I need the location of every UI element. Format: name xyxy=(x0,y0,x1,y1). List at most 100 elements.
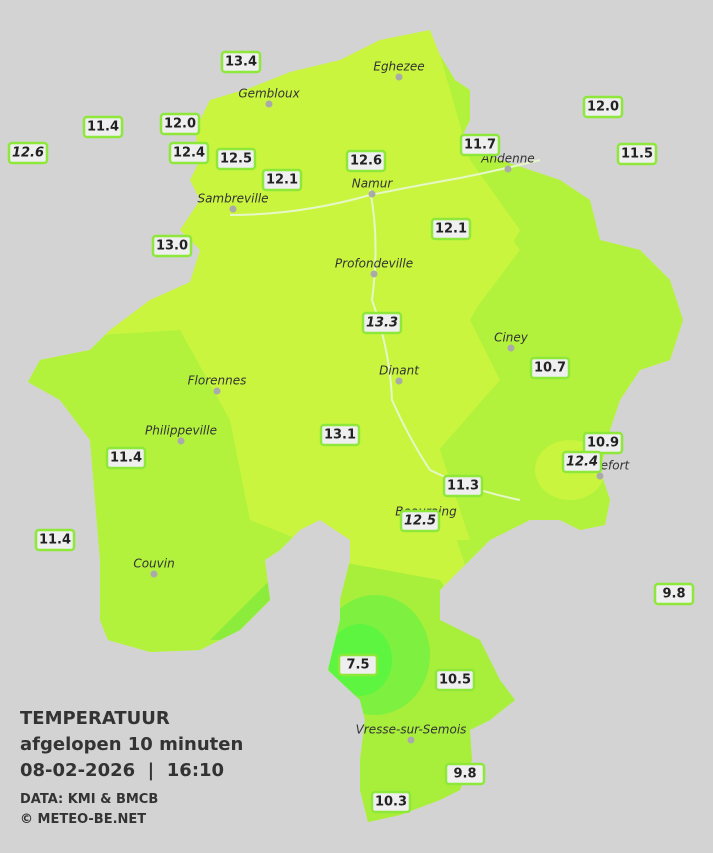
station-value: 9.8 xyxy=(453,767,476,782)
station-box xyxy=(82,115,124,139)
city-dot xyxy=(596,472,604,480)
legend-copyright: © METEO-BE.NET xyxy=(20,812,146,827)
station: 11.4 xyxy=(34,528,76,552)
station-box xyxy=(430,217,472,241)
station: 9.8 xyxy=(444,762,486,786)
station: 13.1 xyxy=(319,423,361,447)
station: 12.6 xyxy=(345,149,387,173)
station-value: 12.6 xyxy=(350,154,382,169)
station-value: 10.7 xyxy=(534,361,566,376)
legend-source: DATA: KMI & BMCB xyxy=(20,792,158,807)
city-dot xyxy=(395,377,403,385)
station-value: 10.3 xyxy=(375,795,407,810)
station-value: 11.3 xyxy=(447,479,479,494)
station-value: 12.4 xyxy=(566,455,598,470)
city-label: Couvin xyxy=(133,557,174,571)
station: 12.1 xyxy=(430,217,472,241)
station-box xyxy=(105,446,147,470)
station-box xyxy=(261,168,303,192)
station-box xyxy=(582,431,624,455)
station-value: 13.4 xyxy=(225,55,257,70)
city-label: Philippeville xyxy=(145,424,217,438)
station-value: 12.4 xyxy=(173,146,205,161)
city-dot xyxy=(370,270,378,278)
station-box xyxy=(582,95,624,119)
city-dot xyxy=(213,387,221,395)
station: 12.5 xyxy=(399,509,441,533)
station: 11.4 xyxy=(82,115,124,139)
station-box xyxy=(442,474,484,498)
station: 11.7 xyxy=(459,133,501,157)
city-dot xyxy=(265,100,273,108)
station: 13.4 xyxy=(220,50,262,74)
station-box xyxy=(529,356,571,380)
station-box xyxy=(561,450,603,474)
station-box xyxy=(345,149,387,173)
station: 12.4 xyxy=(168,141,210,165)
station-value: 12.1 xyxy=(435,222,467,237)
city-dot xyxy=(229,205,237,213)
city-label: Ciney xyxy=(494,331,529,345)
city-label: Namur xyxy=(352,177,394,191)
station: 12.1 xyxy=(261,168,303,192)
station-value: 9.8 xyxy=(662,587,685,602)
station: 13.0 xyxy=(151,234,193,258)
station-value: 11.4 xyxy=(39,533,71,548)
station: 10.9 xyxy=(582,431,624,455)
city-dot xyxy=(150,570,158,578)
station-box xyxy=(361,311,403,335)
station-box xyxy=(168,141,210,165)
station: 7.5 xyxy=(337,653,379,677)
city-dot xyxy=(368,190,376,198)
station-value: 11.4 xyxy=(110,451,142,466)
station: 10.3 xyxy=(370,790,412,814)
city-label: Profondeville xyxy=(335,257,413,271)
station: 10.5 xyxy=(434,668,476,692)
station-value: 12.6 xyxy=(12,146,44,161)
city-dot xyxy=(407,736,415,744)
station-box xyxy=(151,234,193,258)
station-value: 13.3 xyxy=(366,316,398,331)
legend-title: TEMPERATUUR xyxy=(20,708,170,729)
river xyxy=(229,159,541,216)
station-value: 13.1 xyxy=(324,428,356,443)
station: 12.5 xyxy=(215,147,257,171)
city-label: Dinant xyxy=(379,364,420,378)
station: 12.4 xyxy=(561,450,603,474)
station: 10.7 xyxy=(529,356,571,380)
station-value: 11.4 xyxy=(87,120,119,135)
station-box xyxy=(7,141,49,165)
city-dot xyxy=(177,437,185,445)
station: 11.4 xyxy=(105,446,147,470)
station: 11.3 xyxy=(442,474,484,498)
city-label: Sambreville xyxy=(197,192,268,206)
city-dot xyxy=(507,344,515,352)
station-value: 12.0 xyxy=(587,100,619,115)
city-label: Gembloux xyxy=(238,87,300,101)
station: 12.0 xyxy=(582,95,624,119)
station: 9.8 xyxy=(653,582,695,606)
station-value: 10.9 xyxy=(587,436,619,451)
station-box xyxy=(616,142,658,166)
station: 13.3 xyxy=(361,311,403,335)
city-label: Eghezee xyxy=(373,60,424,74)
station-box xyxy=(215,147,257,171)
station-value: 7.5 xyxy=(346,658,369,673)
station-box xyxy=(34,528,76,552)
station-value: 12.1 xyxy=(266,173,298,188)
station-value: 12.0 xyxy=(164,117,196,132)
station-value: 12.5 xyxy=(404,514,436,529)
city-dot xyxy=(395,73,403,81)
legend-datetime: 08-02-2026 | 16:10 xyxy=(20,760,224,781)
city-dot xyxy=(504,165,512,173)
city-label: Florennes xyxy=(188,374,247,388)
legend-subtitle: afgelopen 10 minuten xyxy=(20,734,243,755)
station-box xyxy=(653,582,695,606)
station-box xyxy=(337,653,379,677)
station-box xyxy=(459,133,501,157)
station-box xyxy=(220,50,262,74)
zone-12 xyxy=(360,200,520,540)
station-value: 10.5 xyxy=(439,673,471,688)
city-label: Vresse-sur-Semois xyxy=(356,723,467,737)
